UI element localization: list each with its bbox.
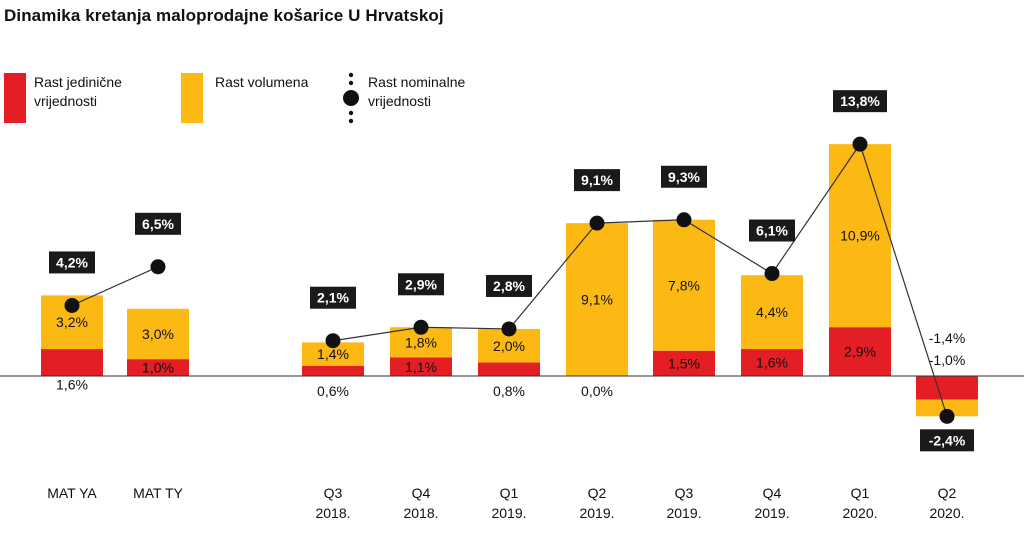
bar-unit-value bbox=[302, 365, 364, 376]
legend-swatch-volume bbox=[181, 73, 203, 123]
nominal-value-label: 6,1% bbox=[756, 223, 788, 239]
bar-volume bbox=[302, 342, 364, 366]
category-label: Q1 bbox=[500, 485, 519, 501]
category-label-year: 2018. bbox=[315, 505, 350, 521]
nominal-line-mat bbox=[71, 266, 159, 306]
category-label-year: 2020. bbox=[842, 505, 877, 521]
unit-value-label: -1,4% bbox=[929, 330, 966, 346]
nominal-point bbox=[413, 319, 429, 335]
bar-volume bbox=[741, 275, 803, 350]
unit-value-label: 1,6% bbox=[56, 377, 88, 393]
bar-unit-value bbox=[390, 357, 452, 376]
nominal-label-box bbox=[749, 219, 795, 242]
bar-volume bbox=[653, 219, 715, 351]
nominal-label-box bbox=[833, 90, 887, 113]
category-label: Q2 bbox=[938, 485, 957, 501]
category-label: Q2 bbox=[588, 485, 607, 501]
unit-value-label: 2,9% bbox=[844, 344, 876, 360]
chart-title: Dinamika kretanja maloprodajne košarice … bbox=[4, 6, 444, 25]
bar-unit-value bbox=[41, 349, 103, 376]
nominal-point bbox=[939, 408, 955, 424]
nominal-point bbox=[589, 215, 605, 231]
nominal-point bbox=[150, 259, 166, 275]
unit-value-label: 0,0% bbox=[581, 383, 613, 399]
nominal-value-label: 6,5% bbox=[142, 216, 174, 232]
legend-label-volume: Rast volumena bbox=[215, 74, 309, 90]
category-label-year: 2019. bbox=[491, 505, 526, 521]
volume-value-label: -1,0% bbox=[929, 352, 966, 368]
unit-value-label: 1,1% bbox=[405, 359, 437, 375]
bar-unit-value bbox=[829, 327, 891, 376]
nominal-point bbox=[501, 321, 517, 337]
category-label: Q3 bbox=[324, 485, 343, 501]
category-label: Q3 bbox=[675, 485, 694, 501]
legend-label-nominal: Rast nominalne vrijednosti bbox=[368, 74, 466, 109]
bar-unit-value bbox=[741, 349, 803, 376]
legend-swatch-unit-value bbox=[4, 73, 26, 123]
unit-value-label: 0,8% bbox=[493, 383, 525, 399]
nominal-value-label: 13,8% bbox=[840, 93, 880, 109]
volume-value-label: 1,8% bbox=[405, 334, 437, 350]
nominal-label-box bbox=[49, 251, 95, 274]
nominal-value-label: 9,3% bbox=[668, 169, 700, 185]
volume-value-label: 9,1% bbox=[581, 292, 613, 308]
category-label-year: 2019. bbox=[666, 505, 701, 521]
volume-value-label: 3,2% bbox=[56, 314, 88, 330]
category-label-year: 2020. bbox=[929, 505, 964, 521]
nominal-label-box bbox=[661, 165, 707, 188]
category-label: Q1 bbox=[851, 485, 870, 501]
volume-value-label: 4,4% bbox=[756, 304, 788, 320]
nominal-point bbox=[325, 333, 341, 349]
legend-label-unit-value: Rast jedinične vrijednosti bbox=[34, 74, 122, 109]
category-label-year: 2019. bbox=[754, 505, 789, 521]
nominal-value-label: 2,8% bbox=[493, 278, 525, 294]
bar-unit-value bbox=[127, 359, 189, 376]
volume-value-label: 10,9% bbox=[840, 228, 880, 244]
nominal-line-quarterly bbox=[332, 142, 948, 417]
nominal-value-label: 2,1% bbox=[317, 290, 349, 306]
nominal-point bbox=[852, 136, 868, 152]
volume-value-label: 1,4% bbox=[317, 346, 349, 362]
bar-volume bbox=[916, 399, 978, 417]
category-label: Q4 bbox=[412, 485, 431, 501]
volume-value-label: 2,0% bbox=[493, 338, 525, 354]
volume-value-label: 3,0% bbox=[142, 326, 174, 342]
bar-unit-value bbox=[653, 350, 715, 376]
bar-volume bbox=[127, 308, 189, 360]
legend-marker-nominal bbox=[343, 72, 359, 124]
category-label: MAT YA bbox=[47, 485, 97, 501]
nominal-label-box bbox=[920, 429, 974, 452]
nominal-label-box bbox=[135, 212, 181, 235]
nominal-label-box bbox=[310, 286, 356, 309]
unit-value-label: 1,0% bbox=[142, 360, 174, 376]
nominal-label-box bbox=[486, 274, 532, 297]
nominal-label-box bbox=[574, 169, 620, 192]
nominal-value-label: 2,9% bbox=[405, 276, 437, 292]
bar-unit-value bbox=[478, 362, 540, 376]
volume-value-label: 7,8% bbox=[668, 277, 700, 293]
bar-unit-value bbox=[916, 376, 978, 400]
nominal-value-label: 9,1% bbox=[581, 172, 613, 188]
unit-value-label: 1,6% bbox=[756, 355, 788, 371]
nominal-label-box bbox=[398, 273, 444, 296]
category-label-year: 2019. bbox=[579, 505, 614, 521]
nominal-point bbox=[764, 266, 780, 282]
nominal-point bbox=[676, 212, 692, 228]
unit-value-label: 1,5% bbox=[668, 355, 700, 371]
category-label: Q4 bbox=[763, 485, 782, 501]
nominal-point bbox=[64, 297, 80, 313]
unit-value-label: 0,6% bbox=[317, 383, 349, 399]
nominal-value-label: 4,2% bbox=[56, 254, 88, 270]
nominal-value-label: -2,4% bbox=[929, 432, 966, 448]
category-label: MAT TY bbox=[133, 485, 183, 501]
category-label-year: 2018. bbox=[403, 505, 438, 521]
